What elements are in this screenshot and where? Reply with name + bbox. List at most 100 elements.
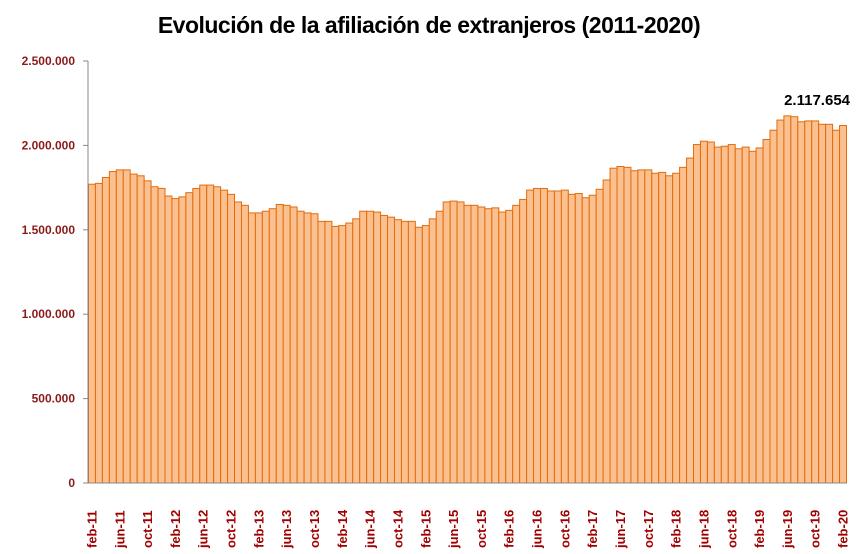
bar <box>192 187 201 484</box>
x-tick-label: feb-11 <box>84 510 99 548</box>
x-tick-label: oct-12 <box>224 510 239 548</box>
y-tick-label: 2.500.000 <box>22 54 76 68</box>
bar <box>393 219 402 484</box>
bar <box>699 140 708 484</box>
x-tick-label: jun-15 <box>446 510 461 549</box>
bar <box>108 171 117 484</box>
bar <box>227 193 236 484</box>
bar <box>581 197 590 484</box>
bar <box>268 208 277 484</box>
bar <box>220 189 229 484</box>
bar <box>783 115 792 484</box>
bar <box>157 187 166 484</box>
bar <box>254 212 263 484</box>
bar <box>199 184 208 484</box>
x-tick-label: oct-13 <box>307 510 322 548</box>
bar <box>352 218 361 484</box>
x-tick-label: jun-17 <box>613 510 628 549</box>
bar <box>665 175 674 484</box>
bar <box>839 125 847 484</box>
bar <box>720 145 729 484</box>
bar <box>505 209 514 484</box>
bar <box>477 206 486 484</box>
bar <box>630 170 639 484</box>
x-tick-label: oct-15 <box>474 510 489 548</box>
bar <box>512 204 521 484</box>
bar <box>519 198 528 484</box>
bar <box>560 189 569 484</box>
bar <box>567 193 576 484</box>
bar <box>143 180 152 484</box>
bar <box>338 225 347 484</box>
bar <box>679 166 688 484</box>
bar <box>282 204 291 484</box>
bar <box>171 198 180 484</box>
bar <box>776 119 785 484</box>
bar <box>94 182 103 484</box>
bar <box>734 148 743 484</box>
bar <box>741 146 750 484</box>
bar <box>456 201 465 484</box>
x-tick-label: jun-14 <box>363 509 378 549</box>
bar <box>435 210 444 484</box>
x-tick-label: feb-19 <box>752 510 767 548</box>
x-tick-label: feb-12 <box>168 510 183 548</box>
chart-title: Evolución de la afiliación de extranjero… <box>157 12 701 38</box>
x-tick-label: oct-14 <box>390 509 405 548</box>
bar <box>115 169 124 484</box>
bar <box>366 210 375 484</box>
y-tick-label: 2.000.000 <box>22 138 76 152</box>
x-tick-label: jun-19 <box>780 510 795 549</box>
bar <box>88 183 96 484</box>
y-tick-label: 0 <box>68 476 75 490</box>
bar <box>345 222 354 484</box>
bar <box>762 138 771 484</box>
bar <box>797 121 806 484</box>
bar <box>407 220 416 484</box>
bar <box>185 192 194 484</box>
x-tick-label: oct-18 <box>724 510 739 548</box>
x-tick-label: feb-17 <box>585 510 600 548</box>
bar <box>289 206 298 484</box>
bar <box>463 204 472 484</box>
bar <box>373 211 382 484</box>
bar <box>414 226 423 484</box>
bar <box>213 186 222 484</box>
bar <box>317 220 326 484</box>
x-tick-label: oct-11 <box>140 510 155 548</box>
bar <box>804 120 813 484</box>
bar <box>706 141 715 484</box>
bar <box>498 211 507 484</box>
y-tick-label: 1.500.000 <box>22 223 76 237</box>
bar <box>240 204 249 484</box>
x-tick-label: oct-17 <box>641 510 656 548</box>
bar <box>275 203 284 484</box>
bar <box>206 184 215 484</box>
x-tick-label: feb-13 <box>251 510 266 548</box>
bar <box>136 175 145 484</box>
bar <box>595 188 604 484</box>
bar <box>672 172 681 484</box>
x-tick-label: feb-15 <box>418 510 433 548</box>
bar <box>546 190 555 484</box>
bar <box>387 216 395 484</box>
bar <box>686 157 695 484</box>
bar <box>178 196 187 484</box>
bar <box>400 220 409 484</box>
bar <box>129 173 138 484</box>
bar <box>651 172 660 484</box>
bar <box>247 212 256 484</box>
y-tick-label: 1.000.000 <box>22 307 76 321</box>
bar <box>101 176 110 484</box>
bar <box>637 169 646 484</box>
x-tick-label: jun-16 <box>530 510 545 549</box>
bar <box>449 200 458 484</box>
bar <box>644 169 653 484</box>
bar <box>303 212 312 484</box>
bar <box>818 123 827 484</box>
bar <box>588 194 597 484</box>
bar <box>296 210 305 484</box>
bar <box>693 144 701 484</box>
bar <box>380 214 389 484</box>
